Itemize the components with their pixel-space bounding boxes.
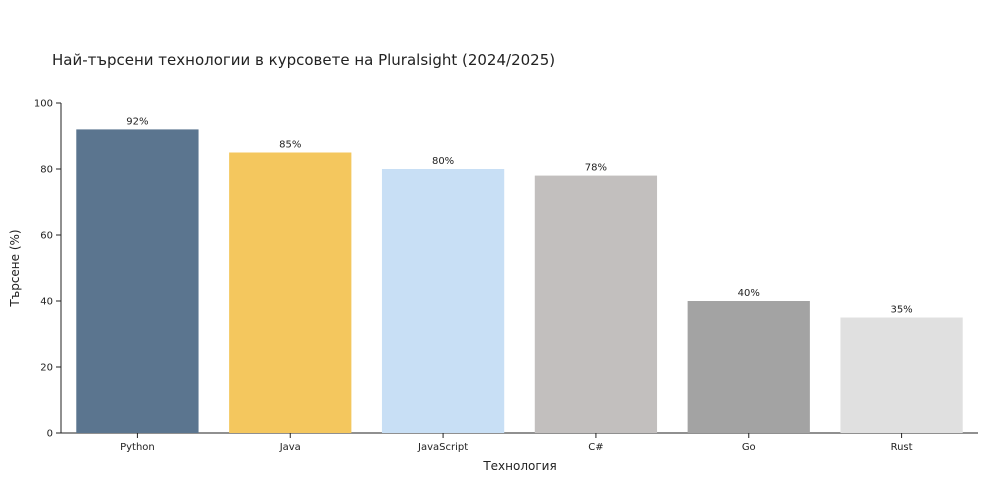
y-axis-title: Търсене (%): [8, 229, 22, 307]
data-label: 80%: [432, 156, 454, 167]
data-labels-group: 92% 85% 80% 78% 40% 35%: [126, 116, 912, 315]
x-tick-label: Rust: [891, 442, 913, 453]
x-axis-title: Технология: [482, 459, 556, 473]
bar-rust: [840, 317, 963, 433]
data-label: 35%: [890, 305, 912, 316]
bar-javascript: [381, 169, 505, 433]
data-label: 40%: [738, 288, 760, 299]
x-tick-label: Python: [120, 442, 155, 453]
chart-title: Най-търсени технологии в курсовете на Pl…: [52, 51, 555, 69]
x-tick-label: Go: [742, 442, 756, 453]
x-tick-label: Java: [279, 442, 301, 453]
y-axis: 0 20 40 60 80 100: [34, 99, 62, 440]
x-tick-label: C#: [588, 442, 603, 453]
y-tick-label: 40: [40, 297, 53, 308]
y-tick-label: 20: [40, 363, 53, 374]
y-tick-label: 100: [34, 99, 53, 110]
bars-group: [76, 129, 963, 433]
bar-go: [687, 301, 810, 433]
bar-csharp: [534, 175, 658, 433]
x-tick-label: JavaScript: [417, 442, 468, 453]
data-label: 92%: [126, 116, 148, 127]
y-tick-label: 80: [40, 165, 53, 176]
y-tick-label: 0: [47, 429, 53, 440]
x-axis: Python Java JavaScript C# Go Rust: [61, 432, 978, 453]
y-tick-label: 60: [40, 231, 53, 242]
bar-python: [76, 129, 199, 433]
bar-java: [229, 152, 352, 433]
data-label: 85%: [279, 140, 301, 151]
data-label: 78%: [585, 163, 607, 174]
